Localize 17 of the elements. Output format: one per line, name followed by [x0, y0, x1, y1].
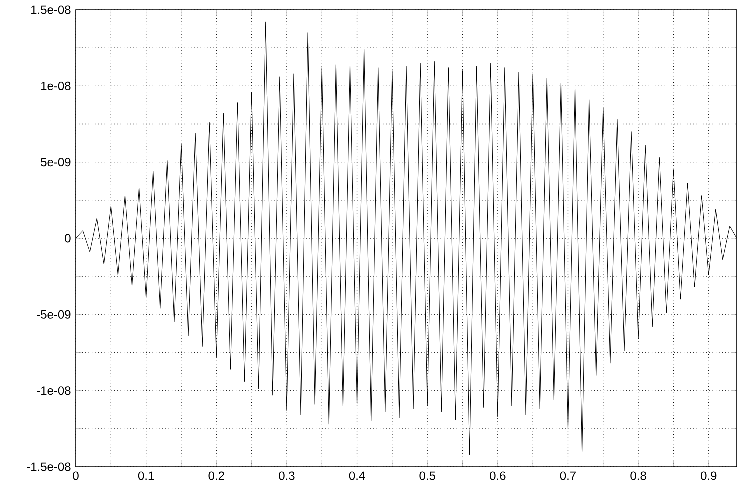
- y-tick-label: 5e-09: [41, 158, 71, 167]
- y-tick-label: 1.5e-08: [32, 6, 71, 14]
- x-tick-label: 0.5: [420, 472, 436, 480]
- x-tick-label: 0.1: [138, 472, 154, 480]
- x-tick-label: 0.3: [279, 472, 295, 480]
- y-tick-label: -1.5e-08: [27, 462, 71, 472]
- y-tick-label: 0: [65, 234, 71, 243]
- x-tick-label: 0.4: [349, 472, 366, 480]
- x-tick-label: 0.2: [208, 472, 224, 480]
- x-tick-label: 0: [73, 472, 79, 480]
- x-tick-label: 0.7: [560, 472, 576, 480]
- y-tick-label: 1e-08: [42, 82, 71, 90]
- x-tick-label: 0.9: [700, 472, 717, 480]
- y-tick-label: -5e-09: [37, 310, 71, 319]
- x-tick-label: 0.6: [490, 472, 506, 480]
- x-tick-label: 0.8: [630, 472, 646, 480]
- y-tick-label: -1e-08: [37, 386, 71, 396]
